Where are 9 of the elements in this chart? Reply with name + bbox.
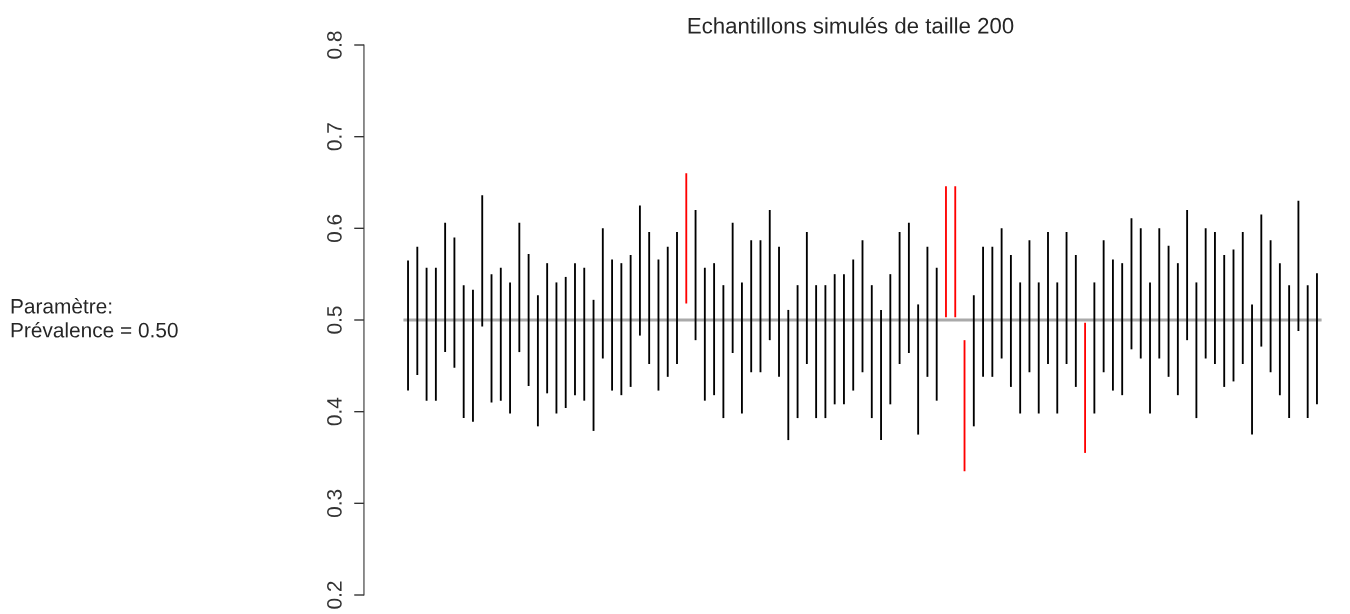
- y-tick-label: 0.6: [327, 214, 342, 242]
- y-tick-label: 0.4: [327, 397, 342, 426]
- text: Paramètre: Prévalence = 0.50: [11, 298, 178, 338]
- y-tick-label: 0.2: [327, 581, 342, 609]
- y-tick-label: 0.5: [327, 306, 342, 334]
- y-tick-label: 0.7: [327, 123, 342, 151]
- y-tick-label: 0.3: [327, 489, 342, 517]
- y-tick-label: 0.8: [327, 31, 342, 59]
- chart-title: Echantillons simulés de taille 200: [688, 17, 1014, 34]
